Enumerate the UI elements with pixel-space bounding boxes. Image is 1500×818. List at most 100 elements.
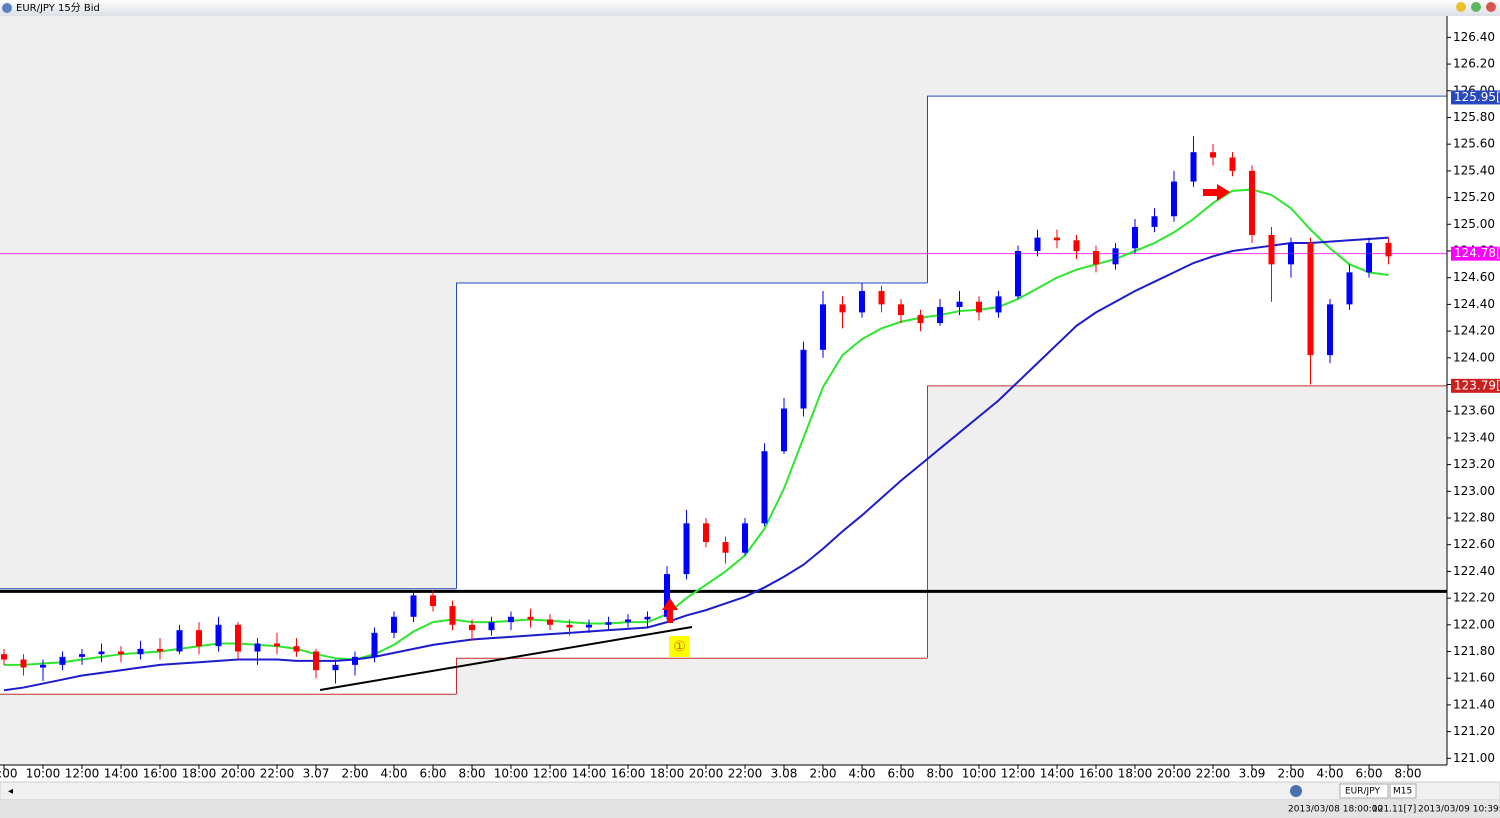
candle-body	[1288, 242, 1294, 265]
candle-body	[683, 523, 690, 575]
x-tick-label: 2:00	[342, 767, 369, 781]
y-tick-label: 123.60	[1453, 404, 1495, 418]
candle-body	[859, 291, 865, 313]
maximize-button[interactable]	[1471, 2, 1481, 12]
candle-body	[878, 291, 885, 305]
x-tick-label: 4:00	[1317, 767, 1344, 781]
candle-body	[118, 651, 124, 655]
y-tick-label: 121.40	[1453, 697, 1495, 711]
candle-body	[547, 619, 553, 625]
candle-body	[1327, 304, 1333, 356]
x-tick-label: 18:00	[1118, 767, 1153, 781]
candle-body	[664, 574, 670, 617]
annotation-label: ①	[673, 639, 686, 655]
candle-body	[274, 643, 280, 647]
candle-body	[254, 643, 261, 652]
y-tick-label: 125.20	[1453, 190, 1495, 204]
y-tick-label: 125.00	[1453, 217, 1495, 231]
x-tick-label: 20:00	[221, 767, 256, 781]
scroll-left[interactable]: ◂	[8, 786, 13, 797]
x-tick-label: 16:00	[1079, 767, 1114, 781]
x-tick-label: 8:00	[927, 767, 954, 781]
timeframe-selector[interactable]	[1389, 783, 1417, 799]
candle-body	[1093, 250, 1099, 265]
trendline	[319, 626, 693, 691]
candle-body	[79, 654, 85, 657]
candle-body	[956, 301, 963, 308]
candle-body	[1307, 242, 1314, 356]
range-box	[456, 283, 927, 659]
x-tick-label: 4:00	[849, 767, 876, 781]
candle-body	[1385, 242, 1392, 257]
price-tag-label: 125.95[7	[1454, 90, 1500, 104]
x-tick-label: 12:00	[65, 767, 100, 781]
candle-body	[1015, 250, 1021, 297]
x-tick-label: 10:00	[26, 767, 61, 781]
candle-body	[137, 648, 144, 655]
status-bar	[0, 800, 1500, 818]
candle-body	[1346, 272, 1353, 305]
y-tick-label: 125.80	[1453, 110, 1495, 124]
candle-body	[371, 632, 378, 657]
price-tag	[1451, 246, 1500, 261]
x-tick-label: 12:00	[1001, 767, 1036, 781]
candle-body	[586, 624, 592, 628]
candle-body	[976, 301, 982, 313]
y-tick-label: 124.40	[1453, 297, 1495, 311]
close-button[interactable]	[1486, 2, 1496, 12]
y-tick-label: 124.20	[1453, 324, 1495, 338]
y-tick-label: 125.40	[1453, 163, 1495, 177]
candle-body	[605, 622, 612, 625]
candle-body	[1151, 216, 1158, 227]
candle-body	[196, 630, 202, 647]
candle-body	[742, 523, 748, 553]
x-tick-label: 18:00	[650, 767, 685, 781]
candle-body	[761, 451, 768, 524]
y-tick-label: 123.00	[1453, 484, 1495, 498]
candle-body	[527, 616, 534, 620]
candle-body	[995, 296, 1002, 313]
auto-scroll-button[interactable]	[1290, 785, 1302, 797]
x-tick-label: 10:00	[962, 767, 997, 781]
y-tick-label: 121.20	[1453, 724, 1495, 738]
x-tick-label: 16:00	[143, 767, 178, 781]
window-icon	[2, 3, 12, 13]
candle-body	[352, 656, 358, 665]
candle-body	[566, 624, 573, 628]
candle-body	[215, 624, 222, 647]
right-arrow	[1203, 184, 1230, 201]
candle-body	[410, 595, 417, 617]
status-time: 2013/03/08 18:00:00	[1288, 805, 1383, 815]
status-price: 121.11[7]	[1372, 805, 1416, 815]
annotation-box	[669, 636, 690, 657]
symbol-selector[interactable]	[1339, 783, 1389, 799]
candle-body	[40, 664, 46, 668]
y-tick-label: 126.20	[1453, 57, 1495, 71]
title-bar	[0, 0, 1500, 16]
y-tick-label: 121.00	[1453, 751, 1495, 765]
y-tick-label: 122.40	[1453, 564, 1495, 578]
y-tick-label: 126.40	[1453, 30, 1495, 44]
candle-body	[488, 622, 495, 631]
candle-body	[59, 656, 66, 665]
timeframe-label: M15	[1393, 787, 1412, 797]
scroll-bar	[0, 781, 1500, 801]
x-tick-label: 8:00	[0, 767, 17, 781]
candle-body	[1190, 152, 1197, 182]
candle-body	[781, 408, 787, 452]
candle-body	[20, 659, 27, 668]
y-tick-label: 123.20	[1453, 457, 1495, 471]
status-clock: 2013/03/09 10:39:44	[1418, 805, 1500, 815]
candle-body	[1054, 237, 1060, 241]
candle-body	[1366, 242, 1372, 273]
minimize-button[interactable]	[1456, 2, 1466, 12]
candle-body	[508, 616, 514, 623]
x-tick-label: 6:00	[420, 767, 447, 781]
price-tag	[1451, 90, 1500, 105]
y-tick-label: 125.60	[1453, 137, 1495, 151]
y-tick-label: 121.60	[1453, 671, 1495, 685]
x-tick-label: 14:00	[104, 767, 139, 781]
x-tick-label: 12:00	[533, 767, 568, 781]
x-tick-label: 22:00	[1196, 767, 1231, 781]
